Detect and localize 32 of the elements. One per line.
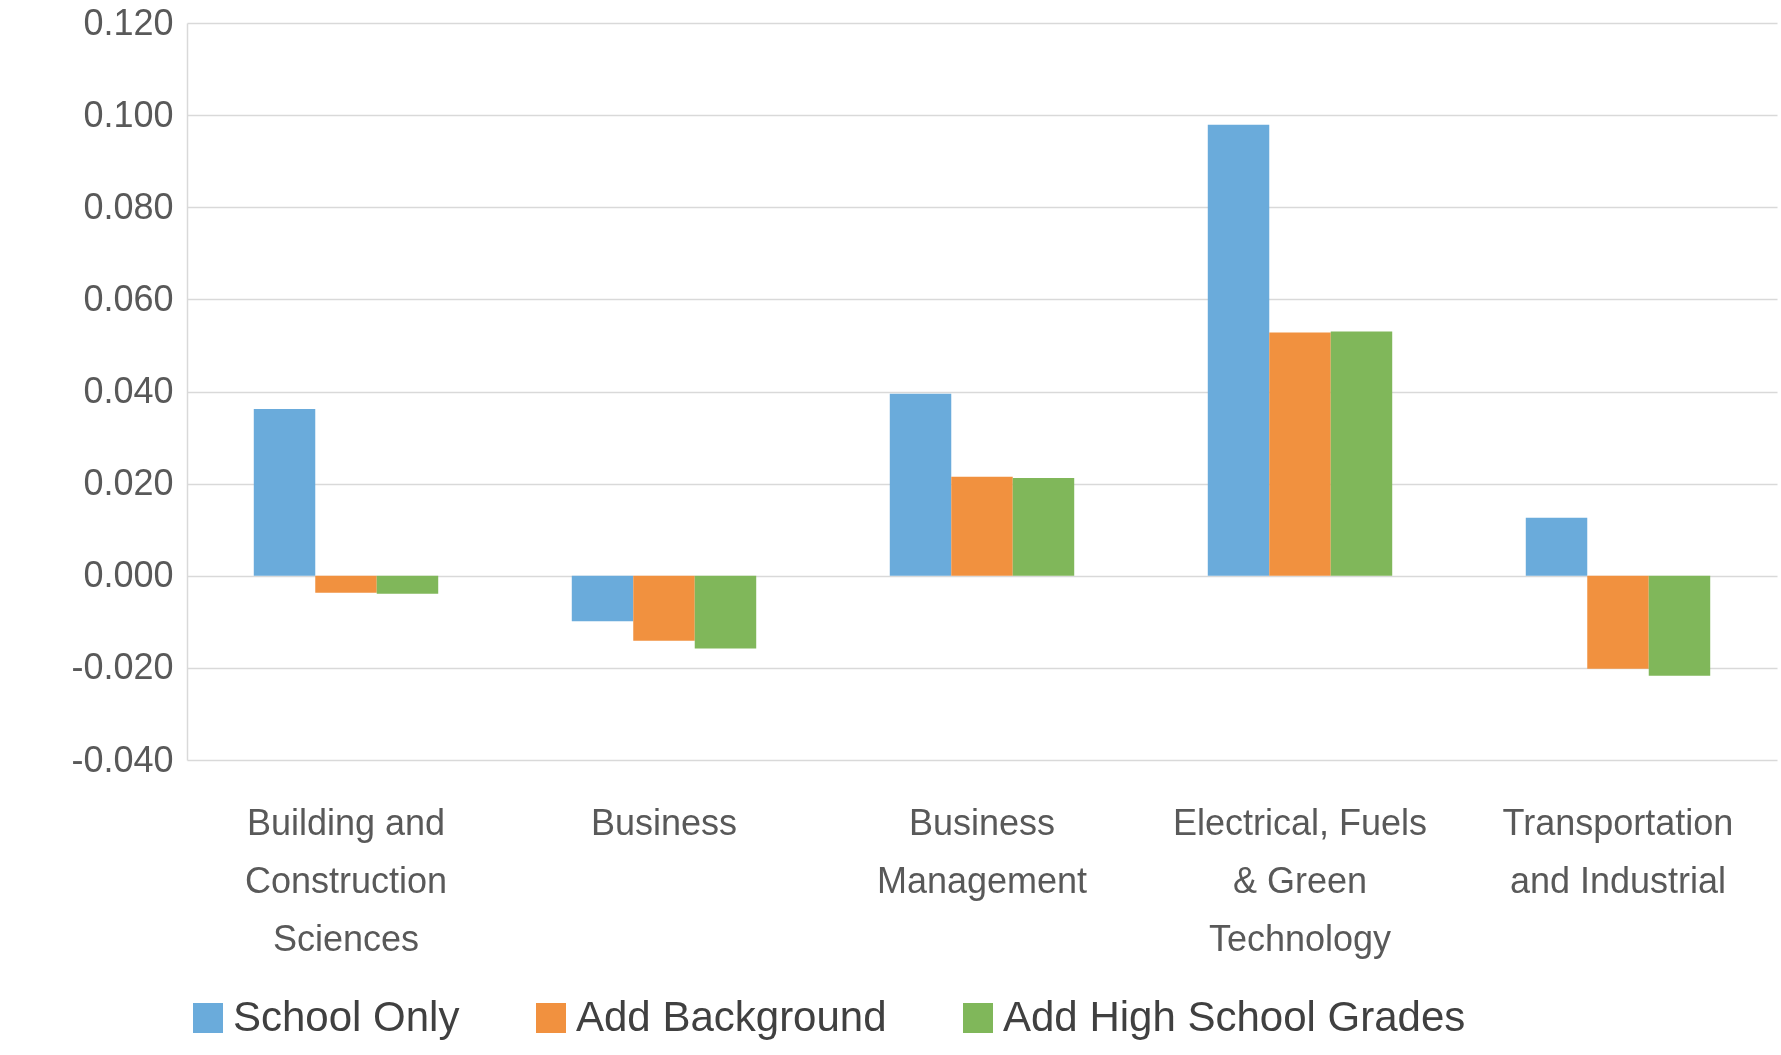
- y-tick-label: 0.000: [83, 554, 174, 596]
- bar: [1207, 124, 1270, 576]
- bar: [951, 476, 1013, 576]
- legend-label: Add Background: [576, 993, 887, 1040]
- bar: [889, 393, 952, 576]
- bar: [571, 575, 634, 622]
- legend-label: School Only: [233, 993, 460, 1040]
- bar: [1012, 478, 1075, 576]
- y-tick-label: 0.100: [83, 93, 174, 135]
- x-tick-label: Electrical, Fuels & Green Technology: [1172, 801, 1428, 959]
- bar: [315, 575, 377, 593]
- bar: [1269, 332, 1331, 576]
- y-tick-label: -0.040: [71, 738, 174, 780]
- bar: [1587, 575, 1649, 669]
- y-tick-label: 0.120: [83, 1, 174, 43]
- y-tick-label: 0.020: [83, 462, 174, 504]
- y-tick-label: 0.080: [83, 185, 174, 227]
- bar: [694, 575, 757, 649]
- y-tick-label: -0.020: [71, 646, 174, 688]
- legend-label: Add High School Grades: [1003, 993, 1466, 1040]
- bar: [1330, 331, 1393, 576]
- bar: [1525, 517, 1588, 576]
- x-tick-label: Business Management: [876, 801, 1088, 901]
- bar: [1648, 575, 1711, 676]
- bar: [253, 409, 316, 576]
- x-tick-label: Building and Construction Sciences: [244, 801, 448, 959]
- y-tick-label: 0.060: [83, 277, 174, 319]
- bar: [376, 575, 439, 594]
- y-tick-label: 0.040: [83, 370, 174, 411]
- x-tick-label: Transportation and Industrial: [1502, 801, 1734, 901]
- bar: [633, 575, 695, 641]
- x-tick-label: Business: [590, 801, 738, 843]
